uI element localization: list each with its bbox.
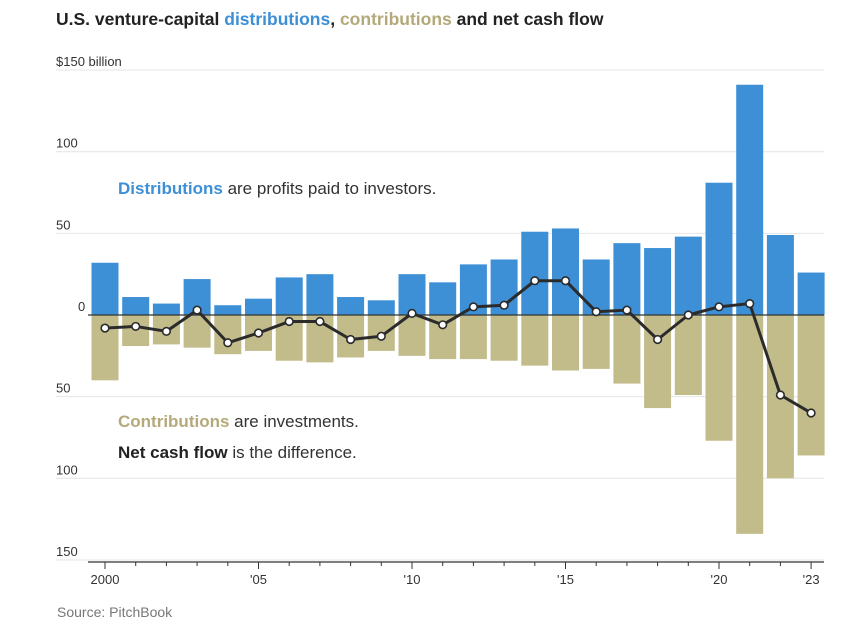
net-cash-flow-point [468,302,479,312]
distribution-bar [91,262,119,315]
net-cash-flow-point [253,328,264,338]
distribution-bar [705,182,733,315]
title-comma: , [330,9,340,29]
distribution-bar [552,228,579,315]
annotation-contributions-text: are investments. [229,412,358,431]
net-cash-flow-point [407,308,417,318]
net-cash-flow-point [622,305,632,315]
net-cash-flow-point [346,334,356,345]
contribution-bar [459,315,487,360]
chart-svg: $150 billion 100 50 0 50 100 150 2000 '05 '10 '15… [56,54,825,587]
annotation-net: Net cash flow is the difference. [118,443,357,462]
distribution-bar [766,234,794,315]
net-cash-flow-point [745,298,755,309]
net-cash-flow-point [775,390,786,400]
x-tick-label: 2000 [91,572,120,587]
net-cash-flow-point [806,408,816,418]
net-cash-flow-point [284,316,294,327]
chart-title: U.S. venture-capital distributions, cont… [56,9,603,30]
x-tick-label: '23 [803,572,820,587]
annotation-contributions-key: Contributions [118,412,229,431]
net-cash-flow-point [438,320,448,330]
y-tick-label: 150 [56,544,78,559]
distribution-bar [245,298,272,315]
distribution-bar [429,282,457,315]
net-cash-flow-point [161,326,171,336]
contribution-bar [674,315,702,396]
distribution-bar [122,297,150,315]
distribution-bar [275,277,303,315]
distribution-bar [644,248,672,315]
distribution-bar [736,84,764,315]
title-suffix: and net cash flow [451,9,604,29]
x-axis: 2000 '05 '10 '15 '20 '23 [88,561,824,587]
gridlines [56,69,824,561]
annotation-distributions-key: Distributions [118,179,223,198]
annotation-net-text: is the difference. [228,443,357,462]
distribution-bar [674,236,702,315]
distribution-bars [91,84,825,315]
contribution-bar [552,315,579,371]
distribution-bar [152,303,180,315]
title-contributions: contributions [339,9,452,29]
contribution-bar [613,315,641,384]
distribution-bar [521,231,549,315]
net-cash-flow-line [100,276,816,418]
distribution-bar [797,272,825,315]
net-cash-flow-point [315,316,325,327]
annotation-distributions-text: are profits paid to investors. [223,179,437,198]
contribution-bar [582,315,610,369]
y-tick-label: 50 [56,217,70,232]
contribution-bar [490,315,518,361]
net-cash-flow-point [652,334,663,345]
net-cash-flow-point [560,276,571,286]
title-prefix: U.S. venture-capital [56,9,225,29]
distribution-bar [398,274,426,315]
annotation-contributions: Contributions are investments. [118,412,359,431]
net-cash-flow-point [591,307,601,317]
net-cash-flow-path [104,279,812,415]
net-cash-flow-point [530,276,540,286]
x-tick-label: '10 [404,572,421,587]
y-tick-label: $150 billion [56,54,122,69]
contribution-bar [797,315,825,456]
y-tick-label: 100 [56,462,78,477]
y-axis-labels: $150 billion 100 50 0 50 100 150 [56,54,122,559]
source-note: Source: PitchBook [57,604,173,620]
y-tick-label: 0 [78,299,85,314]
net-cash-flow-point [683,310,693,320]
net-cash-flow-point [192,305,202,315]
distribution-bar [613,243,641,315]
annotation-net-key: Net cash flow [118,443,228,462]
y-tick-label: 50 [56,381,70,396]
net-cash-flow-point [223,338,233,348]
x-tick-label: '05 [250,572,267,587]
net-cash-flow-point [499,300,509,310]
net-cash-flow-point [376,331,386,341]
distribution-bar [306,274,334,315]
distribution-bar [582,259,610,315]
annotation-distributions: Distributions are profits paid to invest… [118,179,436,198]
x-tick-label: '20 [711,572,728,587]
net-cash-flow-point [100,323,110,333]
title-distributions: distributions [224,9,331,29]
net-cash-flow-point [714,302,724,312]
net-cash-flow-point [131,321,141,332]
contribution-bar [736,315,764,534]
distribution-bar [337,297,365,315]
contribution-bar [705,315,733,441]
contribution-bars [91,315,825,534]
x-tick-label: '15 [557,572,574,587]
contribution-bar [521,315,549,366]
y-tick-label: 100 [56,136,78,151]
distribution-bar [214,305,242,315]
distribution-bar [367,300,395,315]
